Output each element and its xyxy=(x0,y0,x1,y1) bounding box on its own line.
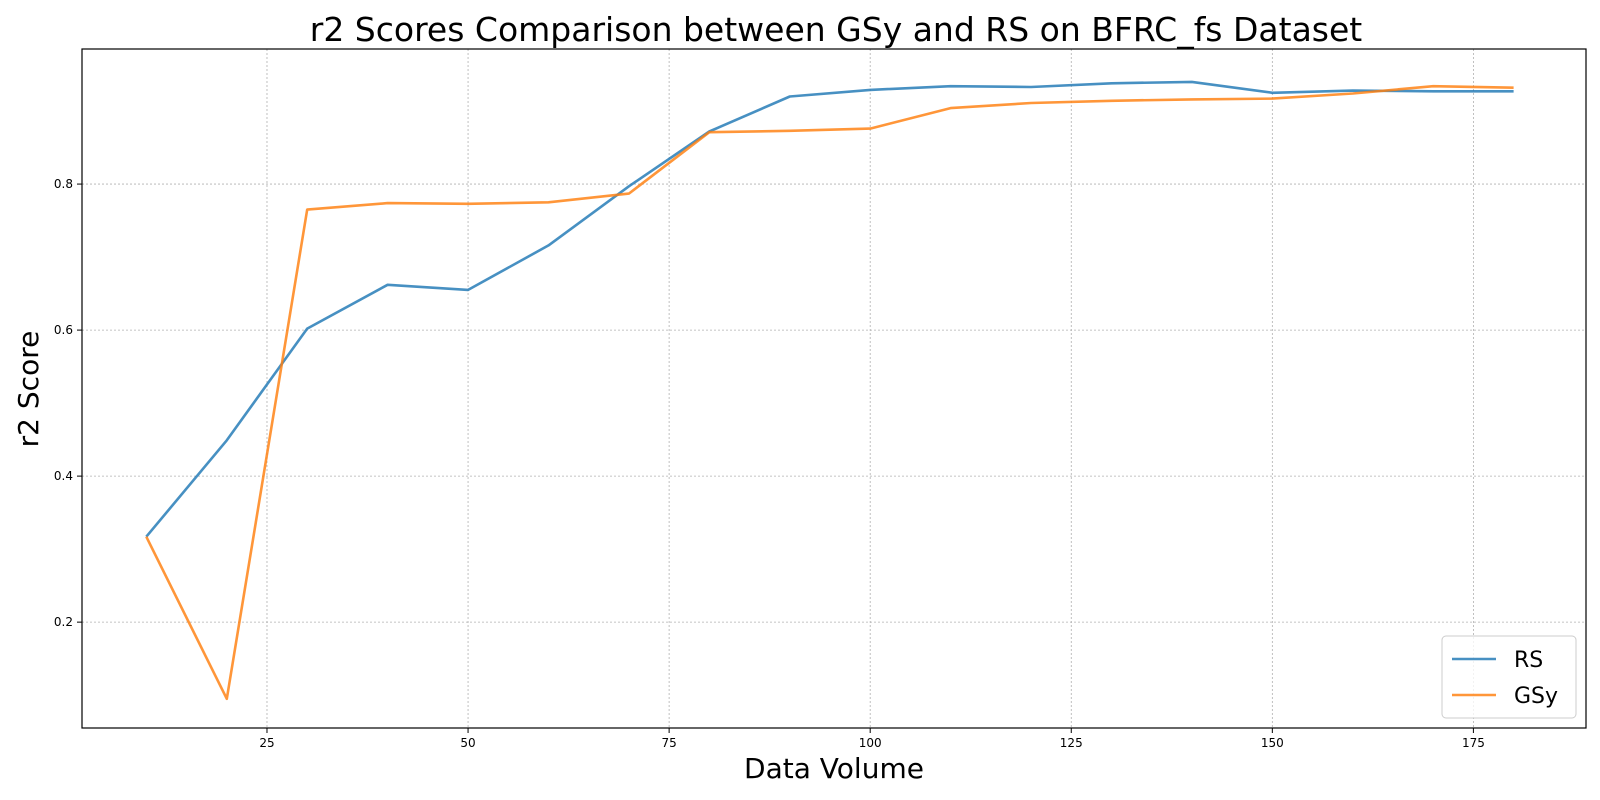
x-tick-label: 175 xyxy=(1462,736,1485,750)
chart-title: r2 Scores Comparison between GSy and RS … xyxy=(310,10,1363,49)
y-axis-label: r2 Score xyxy=(12,331,45,448)
y-tick-label: 0.6 xyxy=(54,323,73,337)
x-tick-label: 50 xyxy=(460,736,475,750)
legend-box xyxy=(1441,635,1577,719)
legend: RS GSy xyxy=(1441,635,1577,719)
legend-label-rs: RS xyxy=(1514,648,1543,673)
legend-label-gsy: GSy xyxy=(1514,684,1558,709)
y-tick-label: 0.8 xyxy=(54,177,73,191)
y-tick-label: 0.2 xyxy=(54,615,73,629)
grid xyxy=(82,49,1586,728)
x-tick-label: 150 xyxy=(1261,736,1284,750)
series-line-rs xyxy=(145,80,1514,538)
y-tick-label: 0.4 xyxy=(54,469,73,483)
series-lines xyxy=(145,80,1514,701)
x-axis-label: Data Volume xyxy=(744,752,924,785)
x-tick-label: 125 xyxy=(1060,736,1083,750)
x-tick-label: 25 xyxy=(259,736,274,750)
x-tick-label: 75 xyxy=(661,736,676,750)
x-tick-label: 100 xyxy=(859,736,882,750)
plot-frame xyxy=(81,48,1587,729)
series-line-gsy xyxy=(145,84,1514,701)
y-axis-ticks: 0.2 0.4 0.6 0.8 xyxy=(54,177,82,629)
x-axis-ticks: 25 50 75 100 125 150 175 xyxy=(259,728,1485,750)
